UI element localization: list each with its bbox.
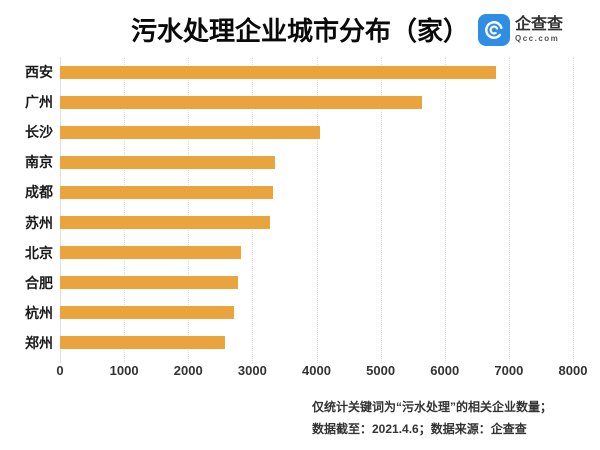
bar-track [60, 87, 573, 117]
gridline [380, 57, 382, 363]
bar-row: 成都 [0, 177, 573, 207]
bar [60, 155, 275, 169]
qcc-logo-icon [478, 14, 510, 46]
bar-track [60, 57, 573, 87]
y-axis-label: 苏州 [25, 214, 53, 231]
bar-row: 南京 [0, 147, 573, 177]
bar-track [60, 268, 573, 298]
bar [60, 216, 271, 230]
footer-note: 仅统计关键词为“污水处理”的相关企业数量； 数据截至：2021.4.6；数据来源… [312, 396, 552, 440]
footer-line-2: 数据截至：2021.4.6；数据来源：企查查 [312, 422, 527, 436]
gridline [508, 57, 510, 363]
bar-chart: 西安广州长沙南京成都苏州北京合肥杭州郑州 [0, 57, 574, 363]
y-axis-label: 南京 [25, 154, 53, 171]
bar [60, 125, 320, 139]
x-axis-tick: 8000 [558, 363, 588, 378]
bar-track [60, 238, 573, 268]
y-axis-label: 郑州 [25, 334, 53, 351]
bar-row: 苏州 [0, 208, 573, 238]
bar [60, 246, 242, 260]
x-axis-tick: 3000 [237, 363, 267, 378]
bar-row: 合肥 [0, 268, 573, 298]
gridline [124, 57, 126, 363]
bar-rows: 西安广州长沙南京成都苏州北京合肥杭州郑州 [0, 57, 573, 358]
page-title: 污水处理企业城市分布（家） [130, 16, 469, 46]
x-axis-tick: 7000 [494, 363, 524, 378]
bar [60, 276, 239, 290]
bar-track [60, 328, 573, 358]
bar-track [60, 298, 573, 328]
bar-track [60, 208, 573, 238]
x-axis-tick: 2000 [173, 363, 203, 378]
chart-gridlines [60, 57, 574, 363]
bar-row: 长沙 [0, 117, 573, 147]
x-axis-tick: 5000 [366, 363, 396, 378]
bar-row: 北京 [0, 238, 573, 268]
x-axis-tick: 1000 [109, 363, 139, 378]
bar-row: 西安 [0, 57, 573, 87]
bar [60, 336, 226, 350]
bar-track [60, 117, 573, 147]
x-axis-tick: 6000 [430, 363, 460, 378]
bar-track [60, 147, 573, 177]
bar [60, 185, 273, 199]
gridline [188, 57, 190, 363]
gridline [444, 57, 446, 363]
y-axis-line [60, 57, 61, 363]
qcc-logo-text: 企查查 Qcc.com [515, 16, 563, 44]
y-axis-label: 北京 [25, 244, 53, 261]
bar-track [60, 177, 573, 207]
bar-row: 广州 [0, 87, 573, 117]
footer-line-1: 仅统计关键词为“污水处理”的相关企业数量； [312, 400, 553, 414]
bar [60, 65, 497, 79]
y-axis-label: 西安 [25, 64, 53, 81]
x-axis-tick: 4000 [302, 363, 331, 378]
logo-domain: Qcc.com [515, 34, 560, 43]
bar [60, 95, 423, 109]
gridline [316, 57, 318, 363]
bar-row: 杭州 [0, 298, 573, 328]
x-axis-tick: 0 [56, 363, 64, 378]
logo-name: 企查查 [515, 16, 564, 33]
y-axis-label: 杭州 [25, 304, 53, 321]
y-axis-label: 合肥 [25, 274, 53, 291]
bar [60, 306, 235, 320]
y-axis-label: 成都 [25, 184, 53, 201]
gridline [573, 57, 574, 363]
bar-row: 郑州 [0, 328, 573, 358]
qcc-logo: 企查查 Qcc.com [478, 14, 563, 46]
y-axis-label: 广州 [25, 94, 53, 111]
y-axis-label: 长沙 [25, 124, 53, 141]
x-axis: 0 1000 2000 3000 4000 5000 6000 7000 8000 [56, 363, 587, 379]
qcc-swirl-icon [485, 21, 503, 39]
gridline [252, 57, 254, 363]
